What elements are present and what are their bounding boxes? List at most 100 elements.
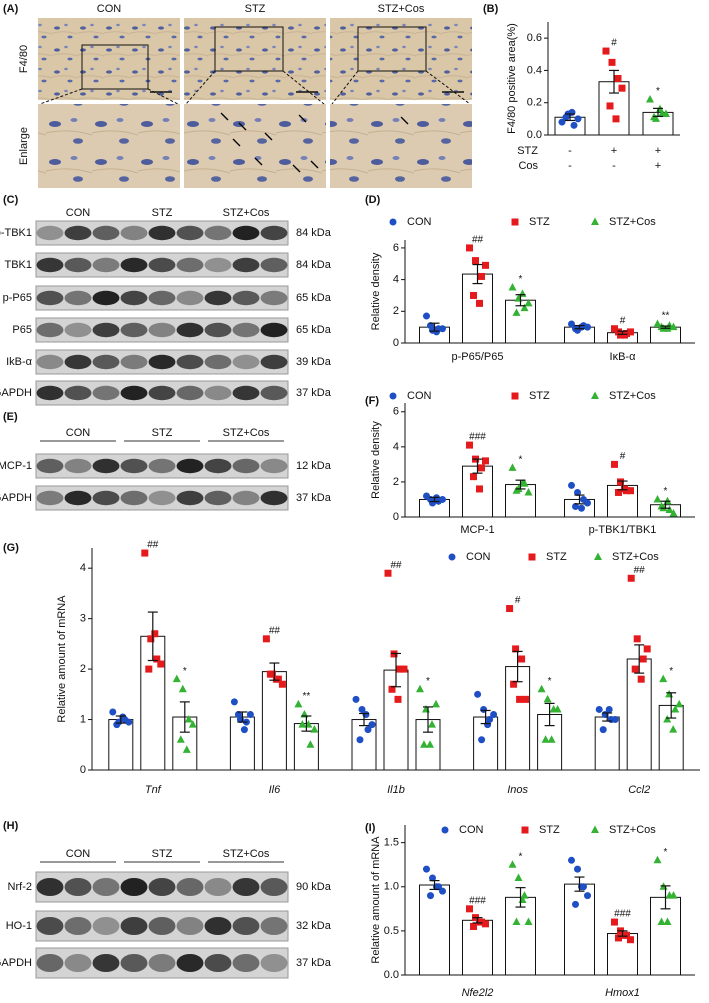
significance-label: ** [303, 691, 311, 702]
error-bar [617, 480, 628, 491]
data-point [262, 635, 270, 643]
legend-marker [591, 217, 599, 225]
data-point [157, 660, 165, 668]
error-bar [653, 107, 663, 118]
blot-band [120, 322, 148, 338]
data-point [388, 685, 396, 693]
bar [351, 719, 377, 771]
blot-band [92, 878, 120, 896]
data-point [558, 118, 566, 126]
y-tick-label: 0 [393, 337, 399, 349]
blot-band [260, 225, 288, 241]
blot-band [36, 225, 64, 241]
condition-sign: + [611, 145, 617, 157]
data-point [240, 726, 248, 734]
blot-band [120, 290, 148, 306]
error-bar [574, 324, 585, 330]
molecular-weight: 39 kDa [296, 356, 332, 368]
data-point [516, 695, 524, 703]
data-point [584, 499, 591, 507]
data-point [364, 726, 372, 734]
bar [505, 299, 536, 344]
significance-label: ## [390, 560, 402, 571]
blot-band [64, 354, 92, 370]
data-point [474, 690, 482, 698]
error-bar [609, 69, 619, 94]
bar [462, 273, 493, 344]
data-point [633, 635, 641, 643]
data-point [423, 312, 430, 320]
significance-label: * [669, 666, 673, 677]
blot-band [232, 954, 260, 972]
data-point [482, 457, 489, 465]
western-blot: (C) CON STZ STZ+Cos p-TBK1 84 kDa TBK1 84 kDa p-… [0, 194, 332, 406]
blot-band [120, 490, 148, 506]
data-point [615, 488, 622, 496]
data-point [439, 887, 446, 895]
data-point [518, 655, 526, 663]
data-point [562, 113, 570, 121]
data-point [543, 694, 552, 703]
error-bar [429, 496, 440, 503]
significance-label: * [183, 666, 187, 677]
data-point [508, 283, 517, 291]
blot-band [260, 354, 288, 370]
x-tick-label: p-P65/P65 [452, 351, 504, 363]
data-point [512, 308, 521, 316]
row-label: Enlarge [18, 127, 30, 165]
bar [229, 716, 255, 771]
data-point [368, 721, 376, 729]
data-point [524, 917, 533, 926]
condition-sign: + [655, 145, 661, 157]
bar [607, 933, 638, 976]
micrograph [184, 104, 326, 188]
condition-sign: - [568, 160, 572, 172]
x-tick-label: Hmox1 [605, 987, 640, 999]
blot-band [176, 385, 204, 401]
blot-band [260, 490, 288, 506]
data-point [617, 478, 624, 486]
data-point [147, 635, 155, 643]
significance-label: * [656, 86, 660, 97]
molecular-weight: 37 kDa [296, 492, 332, 504]
data-point [508, 463, 517, 471]
data-point [470, 473, 477, 481]
data-point [653, 855, 662, 864]
data-point [356, 736, 364, 744]
significance-label: ### [614, 909, 631, 920]
data-point [512, 917, 521, 926]
blot-band [148, 322, 176, 338]
data-point [439, 325, 446, 333]
y-axis-title: Relative amount of mRNA [370, 836, 382, 964]
data-point [512, 645, 520, 653]
blot-band [176, 490, 204, 506]
data-point [671, 704, 680, 713]
data-point [669, 322, 678, 331]
blot-band [232, 225, 260, 241]
data-point [394, 695, 402, 703]
data-point [611, 918, 618, 926]
blot-band [260, 917, 288, 935]
blot-band [64, 458, 92, 474]
x-tick-label: Il1b [387, 784, 405, 796]
blot-band [204, 354, 232, 370]
significance-label: # [620, 451, 626, 462]
data-point [572, 900, 579, 908]
blot-band [64, 954, 92, 972]
data-point [621, 931, 628, 939]
arrows [220, 112, 409, 173]
blot-band [92, 954, 120, 972]
blot-band [148, 385, 176, 401]
data-point [278, 680, 286, 688]
data-point [466, 905, 473, 913]
blot-band [260, 878, 288, 896]
data-point [574, 488, 581, 496]
y-tick-label: 0.5 [384, 925, 399, 937]
significance-label: * [664, 486, 668, 497]
protein-label: GAPDH [0, 492, 32, 504]
y-tick-label: 0.0 [384, 969, 399, 981]
data-point [396, 665, 404, 673]
blot-band [260, 257, 288, 273]
significance-label: ** [662, 311, 670, 322]
